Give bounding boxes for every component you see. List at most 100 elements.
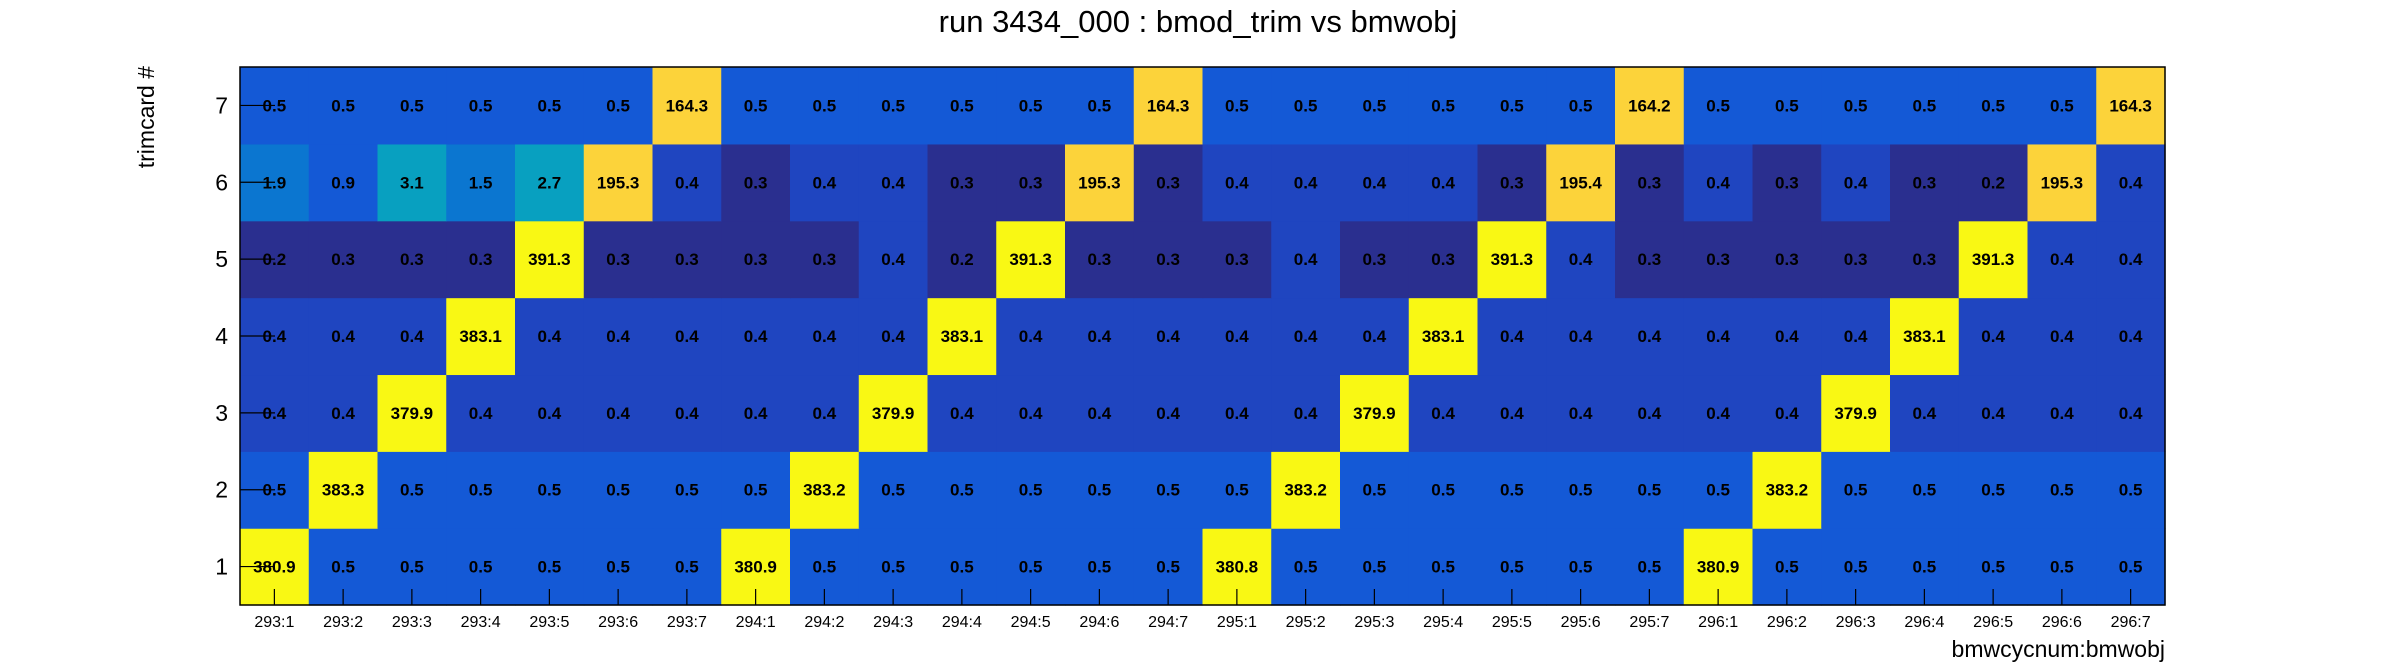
heatmap-cell xyxy=(1133,143,1204,222)
cell-value-label: 379.9 xyxy=(1353,404,1396,423)
cell-value-label: 0.5 xyxy=(1913,96,1937,115)
cell-value-label: 0.5 xyxy=(1569,558,1593,577)
cell-value-label: 0.5 xyxy=(1019,96,1043,115)
cell-value-label: 0.4 xyxy=(1294,404,1318,423)
x-tick-label: 294:7 xyxy=(1148,614,1188,631)
cell-value-label: 0.4 xyxy=(1569,327,1593,346)
heatmap-cell xyxy=(583,451,654,529)
cell-value-label: 0.5 xyxy=(1431,96,1455,115)
cell-value-label: 0.5 xyxy=(1156,558,1180,577)
cell-value-label: 0.5 xyxy=(1844,96,1868,115)
heatmap-cell xyxy=(1890,67,1960,145)
x-axis-title: bmwcycnum:bmwobj xyxy=(1952,636,2165,662)
heatmap-cell xyxy=(1958,220,2029,299)
cell-value-label: 0.3 xyxy=(744,250,768,269)
cell-value-label: 0.5 xyxy=(1981,96,2005,115)
cell-value-label: 0.5 xyxy=(1638,481,1662,500)
x-tick-label: 293:5 xyxy=(529,614,569,631)
cell-value-label: 0.5 xyxy=(606,558,630,577)
cell-value-label: 0.4 xyxy=(2119,250,2143,269)
cell-value-label: 0.4 xyxy=(1088,327,1112,346)
heatmap-cell xyxy=(515,297,585,376)
cell-value-label: 0.5 xyxy=(881,481,905,500)
heatmap-cell xyxy=(1202,374,1272,452)
heatmap-cell xyxy=(1271,220,1341,299)
cell-value-label: 0.3 xyxy=(1500,173,1524,192)
cell-value-label: 0.3 xyxy=(950,173,974,192)
heatmap-cell xyxy=(2096,220,2166,299)
y-tick-label: 6 xyxy=(215,169,228,195)
heatmap-cell xyxy=(1752,220,1822,299)
heatmap-cell xyxy=(1821,374,1891,452)
heatmap-cell xyxy=(721,67,791,145)
cell-value-label: 0.4 xyxy=(1500,327,1524,346)
cell-value-label: 3.1 xyxy=(400,173,424,192)
cell-value-label: 195.4 xyxy=(1559,173,1602,192)
heatmap-cell xyxy=(1958,67,2029,145)
heatmap-cell xyxy=(1271,67,1341,145)
cell-value-label: 0.3 xyxy=(1913,173,1937,192)
cell-value-label: 0.4 xyxy=(1638,327,1662,346)
cell-value-label: 0.4 xyxy=(675,173,699,192)
heatmap-cell xyxy=(446,67,516,145)
axes: 1 2 3 4 5 6 7 293:1 293:2 293:3 293:4 293:5 293:6 293… xyxy=(215,66,2166,631)
heatmap-cell xyxy=(1890,297,1960,376)
cell-value-label: 0.4 xyxy=(1225,404,1249,423)
heatmap-cell xyxy=(1065,67,1135,145)
heatmap-cell xyxy=(996,297,1066,376)
heatmap-cell xyxy=(1065,374,1135,452)
cell-value-label: 0.5 xyxy=(2050,558,2074,577)
heatmap-cell xyxy=(1615,67,1685,145)
heatmap-cell xyxy=(652,67,722,145)
cell-value-label: 0.5 xyxy=(1363,96,1387,115)
cell-value-label: 0.5 xyxy=(2119,481,2143,500)
cell-value-label: 379.9 xyxy=(391,404,434,423)
cell-value-label: 0.5 xyxy=(813,96,837,115)
cell-value-label: 0.4 xyxy=(1019,327,1043,346)
heatmap-cell xyxy=(1408,220,1479,299)
cell-value-label: 0.5 xyxy=(469,481,493,500)
cell-value-label: 0.5 xyxy=(538,481,562,500)
cell-value-label: 0.5 xyxy=(675,558,699,577)
x-tick-label: 293:6 xyxy=(598,614,638,631)
heatmap-cell xyxy=(1408,374,1479,452)
heatmap-cell xyxy=(1065,297,1135,376)
cell-value-label: 383.1 xyxy=(941,327,984,346)
heatmap-cell xyxy=(583,220,654,299)
heatmap-cell xyxy=(1752,67,1822,145)
chart-title: run 3434_000 : bmod_trim vs bmwobj xyxy=(939,4,1458,39)
heatmap-cell xyxy=(652,451,722,529)
heatmap-cell xyxy=(2096,451,2166,529)
cell-value-label: 0.5 xyxy=(1019,481,1043,500)
cell-value-label: 0.4 xyxy=(2119,327,2143,346)
y-tick-label: 1 xyxy=(215,554,228,580)
cell-value-label: 0.5 xyxy=(538,558,562,577)
cell-value-label: 0.3 xyxy=(1156,250,1180,269)
cell-value-label: 0.5 xyxy=(1500,96,1524,115)
cell-value-label: 0.5 xyxy=(1294,558,1318,577)
heatmap-cell xyxy=(515,143,585,222)
heatmap-cell xyxy=(790,374,860,452)
cell-value-label: 0.4 xyxy=(1156,404,1180,423)
cell-value-label: 0.5 xyxy=(1913,481,1937,500)
y-tick-label: 5 xyxy=(215,246,228,272)
heatmap-cell xyxy=(446,143,516,222)
heatmap-cell xyxy=(515,67,585,145)
cell-value-label: 0.4 xyxy=(1775,327,1799,346)
heatmap-cell xyxy=(927,451,997,529)
cell-value-label: 0.4 xyxy=(1294,250,1318,269)
cell-value-label: 383.2 xyxy=(803,481,846,500)
y-tick-label: 2 xyxy=(215,477,228,503)
x-tick-label: 295:7 xyxy=(1629,614,1669,631)
cell-value-label: 0.3 xyxy=(1225,250,1249,269)
heatmap-cell xyxy=(927,374,997,452)
cell-value-label: 195.3 xyxy=(2041,173,2084,192)
cell-value-label: 0.5 xyxy=(1225,96,1249,115)
cell-value-label: 0.5 xyxy=(1019,558,1043,577)
heatmap-cell xyxy=(1890,451,1960,529)
heatmap-cell xyxy=(1683,451,1754,529)
heatmap-cell xyxy=(721,220,791,299)
cell-value-label: 0.4 xyxy=(2119,404,2143,423)
cell-value-label: 383.2 xyxy=(1284,481,1327,500)
cell-value-label: 0.4 xyxy=(1913,404,1937,423)
